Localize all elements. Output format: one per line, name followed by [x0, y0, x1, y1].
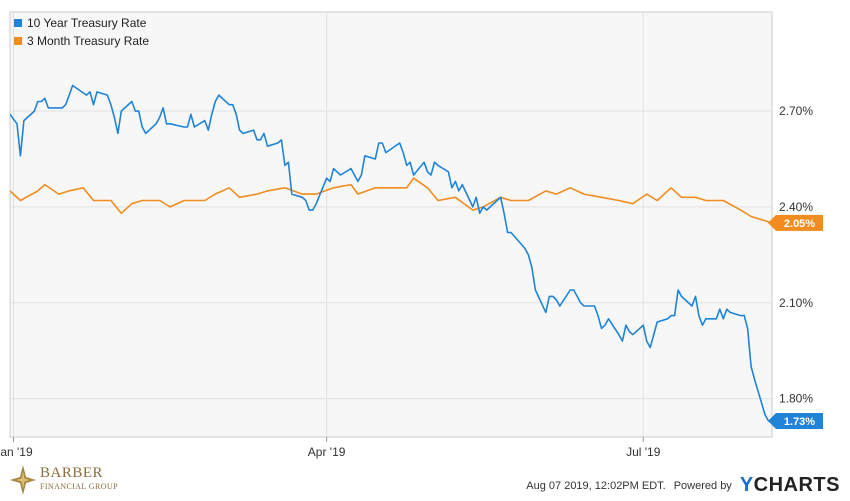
barber-logo: BARBER FINANCIAL GROUP: [10, 463, 120, 499]
footer: Aug 07 2019, 12:02PM EDT. Powered by YCH…: [526, 474, 840, 497]
legend: 10 Year Treasury Rate 3 Month Treasury Ra…: [14, 16, 149, 48]
series-line-1: [10, 177, 772, 224]
end-value-label: 2.05%: [784, 218, 815, 230]
legend-swatch: [14, 37, 22, 45]
y-tick-label: 2.40%: [779, 200, 813, 214]
compass-star-logo-icon: [10, 465, 36, 495]
y-tick-label: 2.70%: [779, 104, 813, 118]
end-value-badge-0: 1.73%: [768, 413, 823, 430]
x-tick-label: Jan '19: [0, 445, 33, 459]
logo-name: BARBER: [40, 465, 104, 481]
y-tick-label: 1.80%: [779, 392, 813, 406]
legend-swatch: [14, 19, 22, 27]
timestamp: Aug 07 2019, 12:02PM EDT.: [526, 479, 666, 492]
plot-area: [9, 11, 773, 438]
y-tick-label: 2.10%: [779, 296, 813, 310]
legend-label: 3 Month Treasury Rate: [27, 34, 149, 48]
powered-by-label: Powered by: [673, 479, 732, 492]
chart: Jan '19 Apr '19 Jul '19 1.80% 2.10% 2.40% 2.70…: [0, 11, 823, 459]
series-line-0: [10, 84, 772, 422]
logo-subtitle: FINANCIAL GROUP: [40, 482, 118, 491]
end-value-badge-1: 2.05%: [768, 214, 823, 231]
x-tick-label: Apr '19: [308, 445, 346, 459]
x-tick-label: Jul '19: [626, 445, 661, 459]
legend-label: 10 Year Treasury Rate: [27, 16, 147, 30]
ycharts-brand[interactable]: YCHARTS: [739, 474, 840, 496]
end-value-label: 1.73%: [784, 416, 815, 428]
